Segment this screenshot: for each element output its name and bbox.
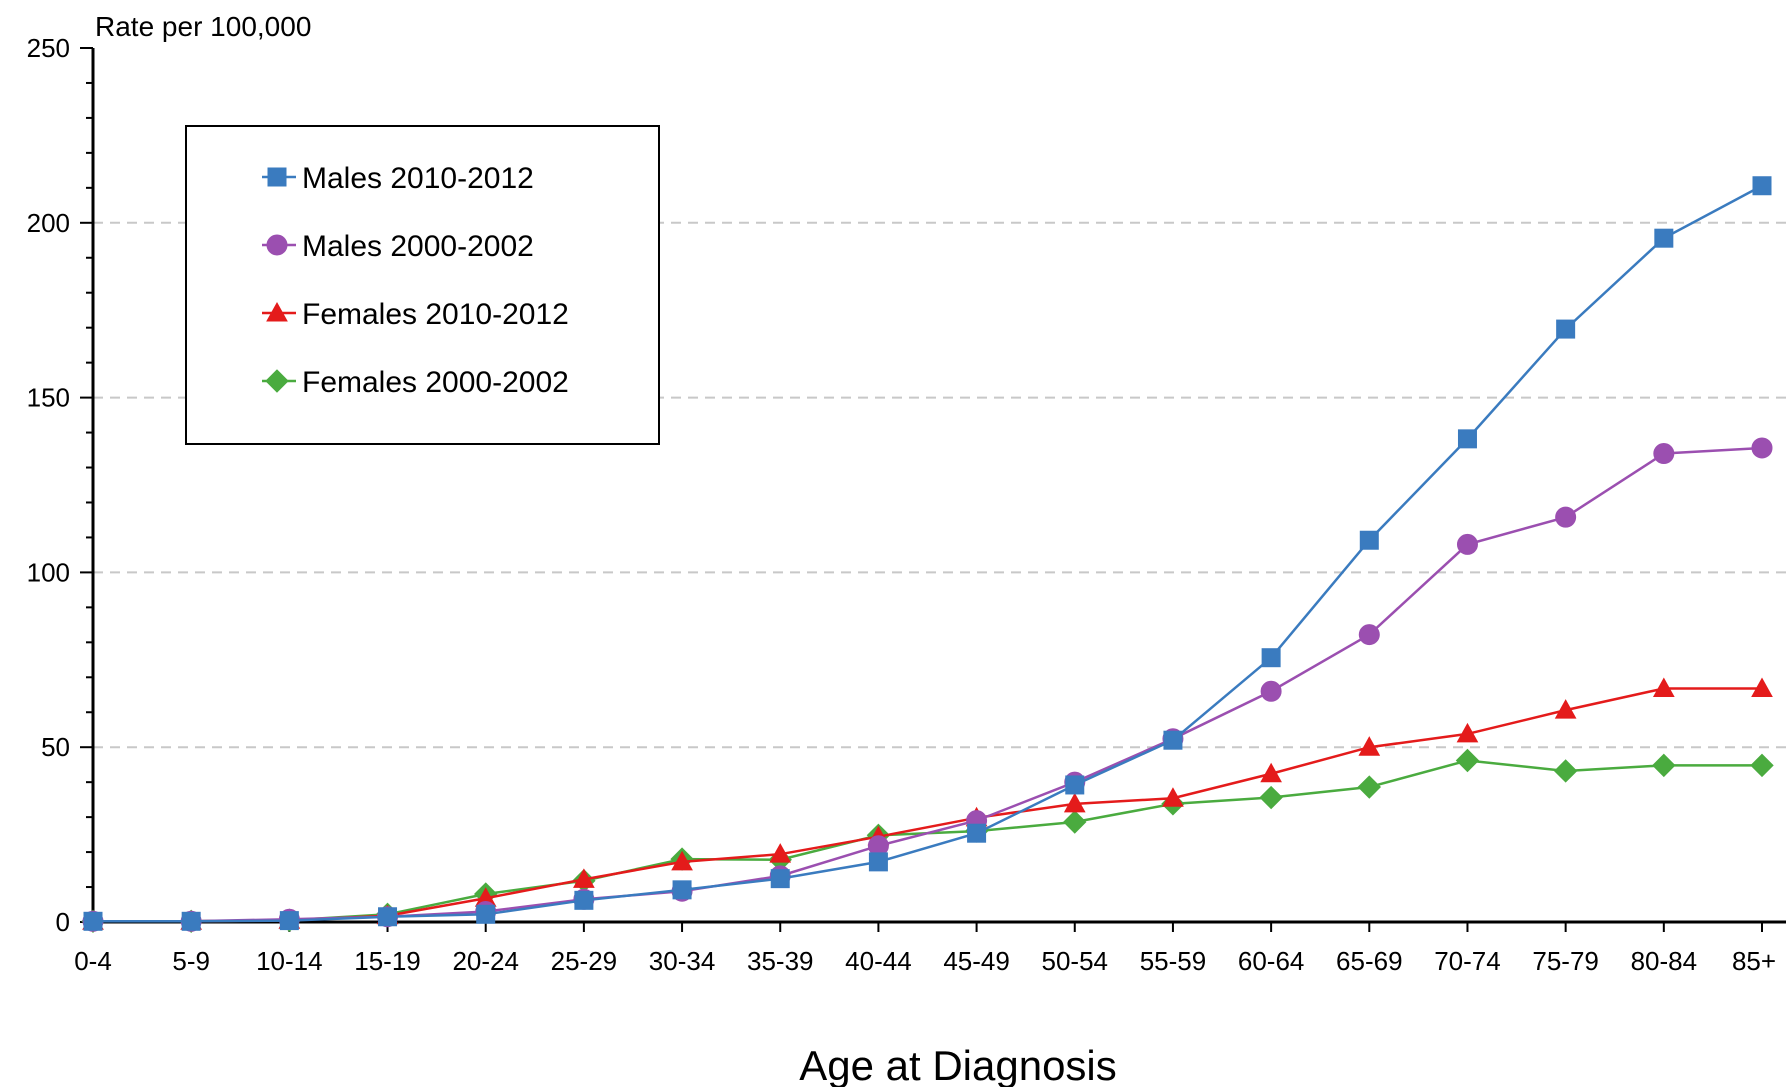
data-point [1162,787,1184,807]
x-tick-label: 0-4 [74,946,112,976]
data-point [181,911,201,931]
x-tick-label: 75-79 [1532,946,1599,976]
data-point [1260,762,1282,783]
series-line [93,759,1762,923]
legend-item: Males 2000-2002 [262,230,534,263]
y-tick-label: 250 [27,33,70,63]
x-tick-label: 70-74 [1434,946,1501,976]
series-line [93,687,1762,923]
data-point [1553,759,1578,783]
x-tick-label: 85+ [1732,946,1776,976]
data-point [1751,677,1773,697]
x-tick-label: 50-54 [1042,946,1109,976]
data-point [279,911,299,931]
series-line [93,184,1763,923]
legend-label: Females 2010-2012 [302,298,569,331]
legend-label: Males 2000-2002 [302,230,534,263]
data-point [1065,775,1085,795]
y-tick-label: 200 [27,208,70,238]
data-point [378,907,398,927]
data-point [1457,429,1477,449]
data-point [574,890,594,910]
legend-label: Females 2000-2002 [302,366,569,399]
axes [91,48,1786,924]
data-point [83,911,103,931]
x-tick-label: 15-19 [354,946,421,976]
legend-marker [266,234,288,256]
y-axis-label: Rate per 100,000 [95,11,311,42]
data-point [1063,810,1087,834]
data-point [1751,437,1773,459]
y-tick-label: 0 [56,907,70,937]
y-ticks: 0 50 100 150 200 250 [27,33,93,937]
data-point [573,868,595,888]
x-tick-label: 25-29 [551,946,618,976]
x-tick-label: 45-49 [943,946,1010,976]
data-point [1357,775,1382,799]
legend-item: Females 2010-2012 [262,298,569,331]
data-point [967,823,987,843]
x-tick-label: 65-69 [1336,946,1403,976]
series-triangle [82,677,1773,930]
series-circle [82,437,1773,932]
legend-label: Males 2010-2012 [302,162,534,195]
data-point [1359,530,1379,550]
data-point [769,843,792,863]
data-point [671,850,693,871]
data-point [1752,176,1772,196]
legend: Males 2010-2012 Males 2000-2002 Females 20… [185,125,660,445]
data-point [1653,443,1675,465]
legend-marker [265,369,289,393]
data-point [1260,680,1282,702]
data-point [868,852,888,872]
x-tick-label: 20-24 [452,946,519,976]
data-point [1063,792,1086,813]
y-tick-label: 100 [27,557,70,587]
data-point [1456,533,1478,555]
legend-item: Males 2010-2012 [262,162,534,195]
data-point [1261,648,1281,668]
x-ticks: 0-4 5-9 10-14 15-19 20-24 25-29 30-34 35-39 40-4… [74,922,1776,976]
series-diamond [81,748,1774,934]
data-point [672,880,692,900]
data-point [1654,228,1674,248]
data-point [1358,736,1381,756]
legend-marker [267,167,287,187]
x-tick-label: 60-64 [1238,946,1305,976]
data-point [770,869,790,889]
legend-item: Females 2000-2002 [262,366,569,399]
data-point [1556,319,1576,339]
data-point [1652,677,1675,697]
legend-marker [266,301,288,322]
x-tick-label: 80-84 [1631,946,1698,976]
x-tick-label: 35-39 [747,946,814,976]
data-point [1163,730,1183,750]
series-layer [81,176,1774,934]
data-point [1652,753,1676,778]
data-point [1358,624,1380,646]
data-point [1455,748,1480,773]
x-tick-label: 10-14 [256,946,323,976]
data-point [1456,722,1479,743]
x-axis-title: Age at Diagnosis [799,1042,1117,1087]
x-tick-label: 40-44 [845,946,912,976]
y-tick-label: 50 [41,732,70,762]
x-tick-label: 55-59 [1140,946,1207,976]
data-point [1750,753,1774,778]
data-point [476,904,496,924]
y-tick-label: 150 [27,383,70,413]
x-tick-label: 5-9 [172,946,210,976]
series-line [93,446,1763,923]
data-point [1259,785,1283,810]
data-point [1555,506,1577,528]
x-tick-label: 30-34 [649,946,716,976]
data-point [1554,699,1577,719]
legend-box [185,125,660,445]
series-square [83,176,1772,931]
